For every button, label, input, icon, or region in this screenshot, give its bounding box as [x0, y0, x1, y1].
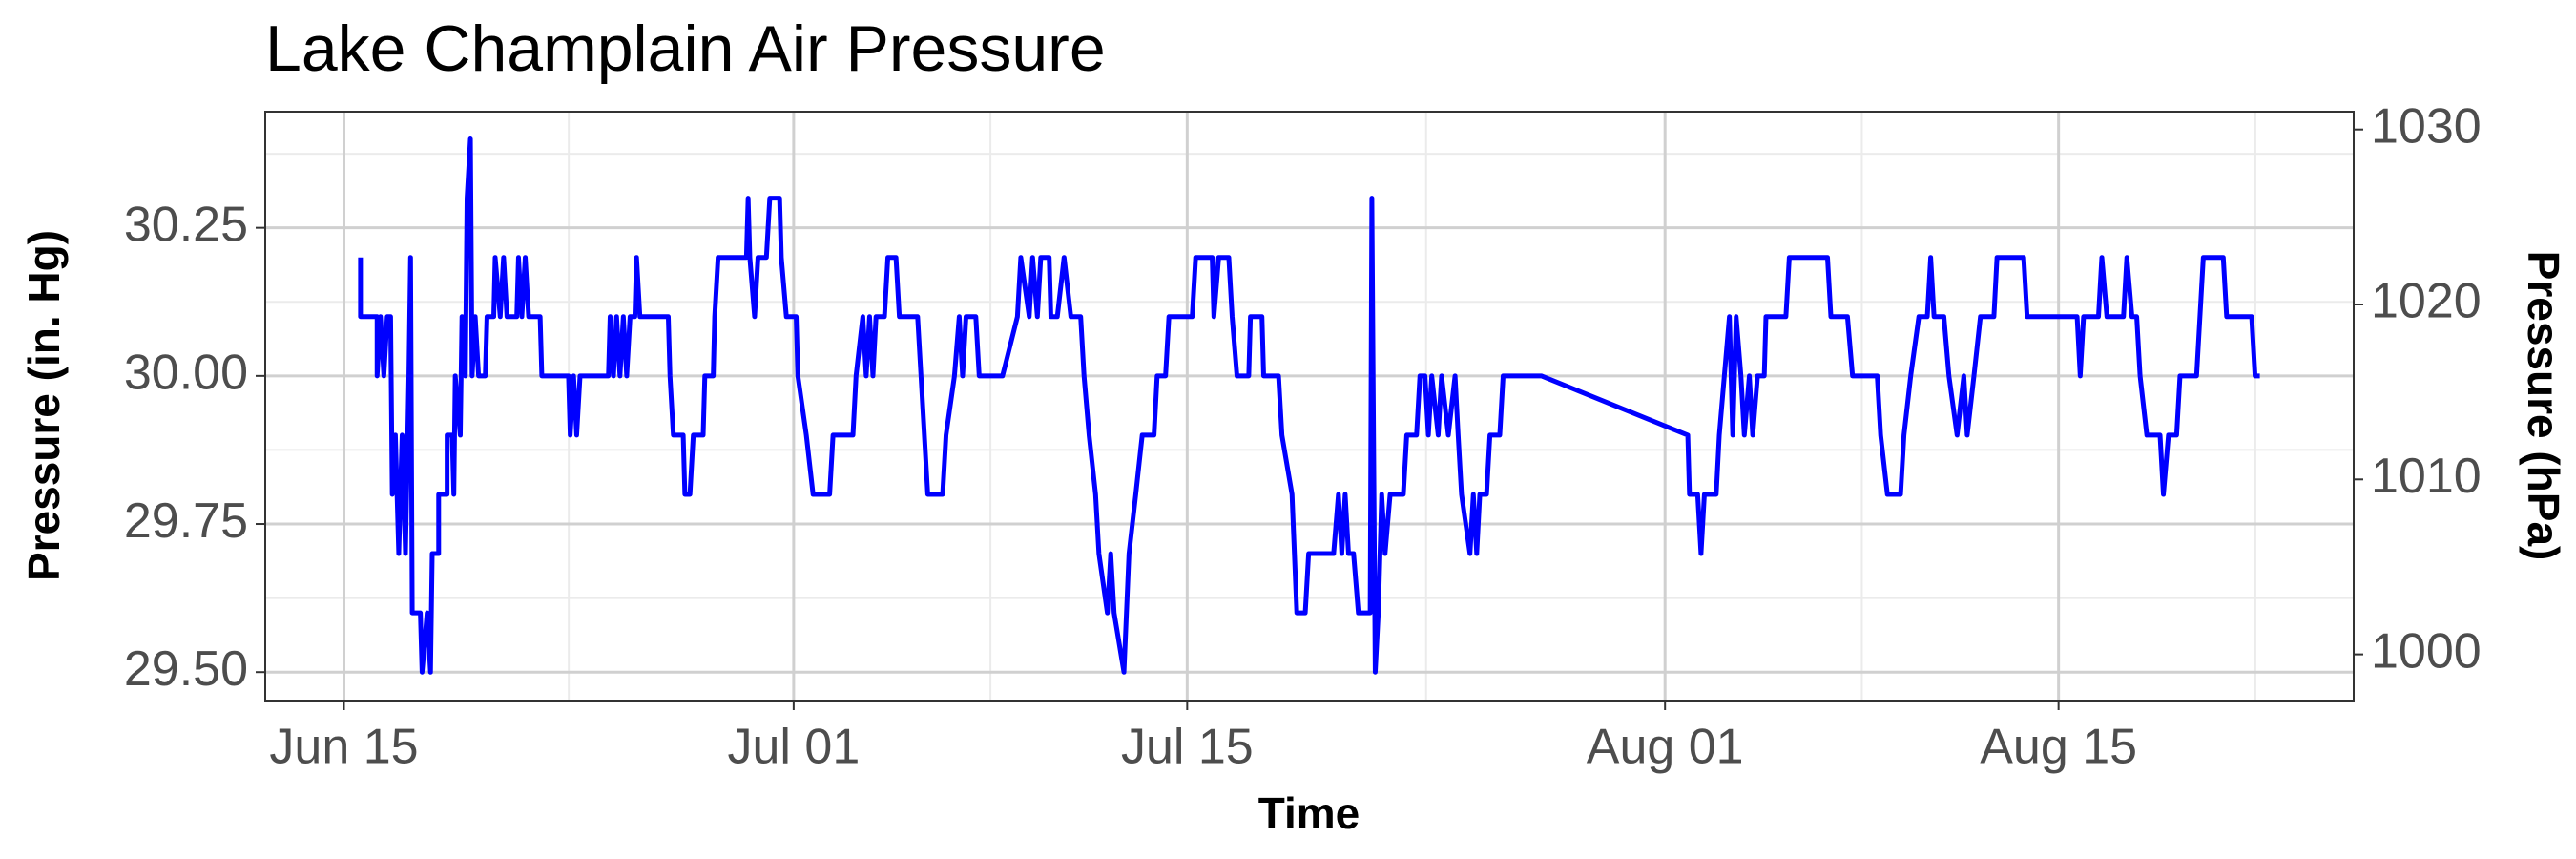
grid	[265, 112, 2354, 701]
x-tick-label: Aug 01	[1587, 720, 1744, 775]
y-tick-label: 30.25	[124, 197, 248, 252]
plot-area	[358, 136, 2260, 675]
x-tick-label: Jul 15	[1121, 720, 1254, 775]
chart-title: Lake Champlain Air Pressure	[265, 12, 1106, 85]
y-axis-title: Pressure (in. Hg)	[19, 230, 69, 581]
data-line	[358, 136, 2260, 675]
y2-tick-label: 1000	[2371, 623, 2482, 679]
plot-border	[264, 111, 2355, 702]
y2-tick-label: 1010	[2371, 449, 2482, 504]
y-tick-label: 29.50	[124, 641, 248, 697]
y-tick-label: 30.00	[124, 346, 248, 401]
x-tick-label: Jul 01	[727, 720, 860, 775]
y-tick-label: 29.75	[124, 493, 248, 549]
x-tick-label: Jun 15	[269, 720, 418, 775]
x-tick-label: Aug 15	[1980, 720, 2137, 775]
y2-tick-label: 1020	[2371, 274, 2482, 329]
x-axis-title: Time	[1258, 788, 1361, 838]
y2-axis-title: Pressure (hPa)	[2519, 251, 2568, 561]
y2-tick-label: 1030	[2371, 98, 2482, 154]
